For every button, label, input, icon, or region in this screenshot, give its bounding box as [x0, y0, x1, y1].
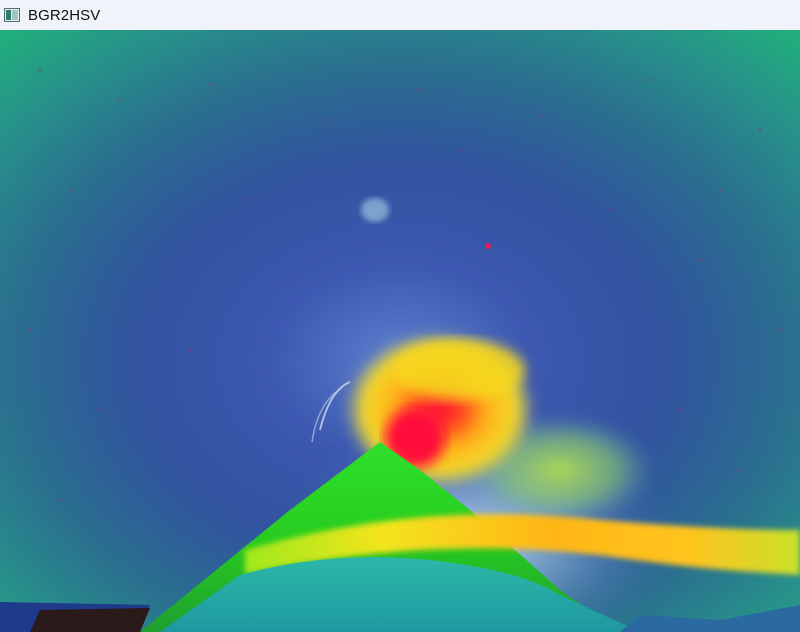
crater-glow: [385, 408, 445, 468]
title-bar[interactable]: BGR2HSV: [0, 0, 800, 30]
plume-top: [395, 340, 525, 400]
ground-dark-patch: [30, 608, 150, 632]
image-canvas: [0, 30, 800, 632]
ground-right: [620, 605, 800, 632]
lava-arc-1: [319, 381, 351, 431]
noise-speckles: [28, 68, 782, 502]
lava-arc-2: [311, 387, 343, 443]
lava-stream: [245, 514, 800, 575]
sky-red-dot: [485, 243, 491, 249]
window-title: BGR2HSV: [28, 6, 101, 24]
hsv-volcano-image: [0, 30, 800, 632]
sky-smudge: [361, 198, 389, 222]
ground-foreground: [160, 557, 640, 632]
app-window-icon: [4, 8, 20, 22]
